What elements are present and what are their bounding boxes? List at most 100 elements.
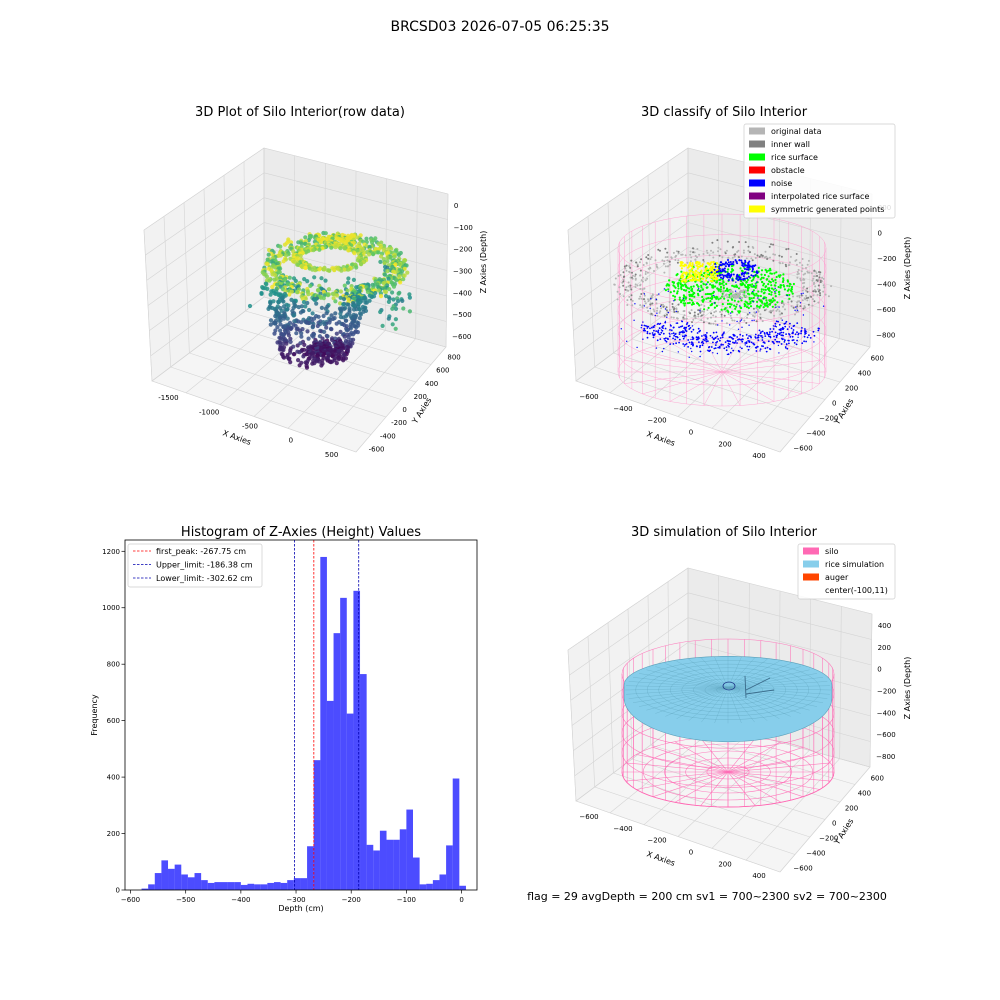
point: [744, 291, 748, 294]
point: [739, 306, 742, 309]
gridline: [355, 346, 447, 453]
surface-mesh-spoke: [626, 685, 729, 689]
point: [730, 312, 732, 314]
point: [748, 324, 750, 326]
point: [782, 273, 785, 276]
point: [749, 305, 753, 308]
point: [725, 346, 728, 348]
point: [672, 326, 675, 329]
point: [757, 339, 760, 341]
surface-mesh-spoke: [727, 687, 755, 723]
point: [350, 262, 355, 267]
point: [771, 340, 774, 343]
point: [644, 279, 647, 282]
point: [807, 259, 810, 262]
point: [736, 320, 738, 323]
point: [628, 271, 631, 274]
point: [640, 297, 643, 300]
point: [387, 287, 392, 292]
point: [816, 275, 818, 277]
point: [713, 302, 715, 304]
point: [775, 271, 778, 274]
point: [729, 305, 732, 308]
point: [681, 261, 684, 264]
silo-floor-spoke: [700, 771, 729, 806]
point: [393, 317, 398, 322]
point: [303, 296, 308, 301]
point: [723, 297, 726, 300]
point: [324, 325, 329, 330]
point: [817, 284, 820, 287]
point: [392, 254, 397, 259]
point: [293, 278, 298, 283]
point: [682, 271, 685, 274]
point: [717, 250, 719, 253]
point: [772, 288, 775, 291]
point: [774, 287, 776, 289]
point: [718, 265, 720, 268]
point: [734, 285, 738, 288]
point: [688, 301, 691, 304]
point: [633, 319, 635, 321]
point: [743, 277, 746, 280]
x-tick-label: 200: [718, 440, 731, 448]
point: [765, 296, 768, 299]
histogram-bar: [194, 873, 202, 890]
histogram-bar: [426, 883, 433, 890]
y-tick-label: 400: [858, 790, 871, 798]
point: [814, 275, 816, 278]
histogram-bar: [267, 882, 274, 890]
point: [621, 281, 624, 284]
point: [726, 302, 730, 306]
point: [750, 297, 753, 300]
point: [696, 332, 699, 334]
point: [697, 302, 700, 305]
point: [744, 259, 747, 262]
point: [656, 307, 659, 310]
point: [299, 320, 304, 325]
legend-label: Upper_limit: -186.38 cm: [156, 561, 253, 570]
point: [711, 295, 714, 298]
point: [772, 280, 775, 283]
point: [770, 311, 772, 314]
point: [703, 310, 705, 313]
point: [329, 245, 334, 250]
point: [781, 338, 784, 341]
point: [749, 251, 751, 254]
point: [650, 256, 653, 259]
point: [722, 280, 725, 283]
point: [684, 302, 687, 305]
point: [288, 360, 293, 365]
point: [724, 289, 728, 292]
classify-x-label: X Axies: [645, 429, 676, 448]
point: [771, 330, 773, 333]
point: [316, 314, 321, 319]
point: [785, 320, 788, 323]
point: [774, 292, 777, 295]
point: [640, 279, 643, 282]
point: [322, 267, 327, 272]
surface-mesh-spoke: [638, 673, 729, 689]
legend-label: Lower_limit: -302.62 cm: [156, 574, 253, 583]
point: [766, 331, 768, 334]
point: [725, 249, 728, 252]
histogram-bar: [221, 882, 228, 890]
point: [797, 268, 800, 271]
point: [705, 335, 708, 338]
silo-floor-spoke: [624, 360, 723, 373]
point: [788, 261, 791, 264]
point: [680, 270, 683, 273]
point: [680, 331, 683, 333]
point: [660, 329, 663, 331]
point: [674, 338, 676, 341]
point: [745, 341, 748, 344]
histogram-bar: [287, 880, 294, 890]
point: [786, 328, 789, 331]
point: [695, 345, 698, 347]
point: [777, 320, 779, 323]
point: [684, 328, 687, 331]
point: [647, 310, 649, 312]
point: [714, 277, 717, 280]
point: [338, 311, 343, 316]
point: [711, 241, 714, 244]
